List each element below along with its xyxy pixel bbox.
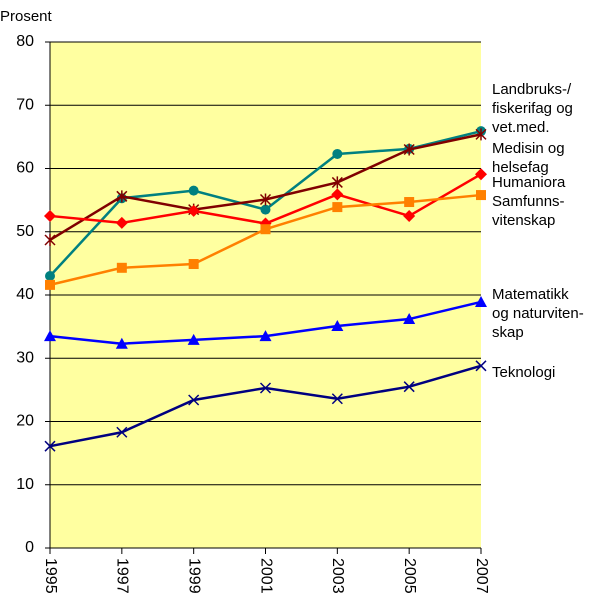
marker [116, 262, 127, 273]
legend-label: skap [492, 324, 524, 341]
marker [45, 279, 55, 290]
x-tick-label: 1997 [114, 558, 131, 594]
marker [44, 233, 56, 246]
marker [187, 204, 200, 217]
x-tick-label: 1995 [42, 558, 59, 594]
marker [188, 185, 199, 196]
legend-label: Landbruks-/ [492, 81, 572, 98]
marker [403, 209, 416, 222]
marker [260, 204, 271, 215]
y-tick-label: 70 [16, 96, 34, 113]
x-tick-label: 2005 [401, 558, 418, 594]
marker [259, 193, 272, 206]
y-tick-label: 20 [16, 413, 34, 430]
legend-label: Teknologi [492, 364, 555, 381]
legend-label: Medisin og [492, 140, 565, 157]
legend-label: Samfunns- [492, 193, 565, 210]
marker [188, 259, 199, 270]
legend-label: Humaniora [492, 174, 566, 191]
marker [475, 168, 487, 181]
legend-label: og naturviten- [492, 305, 584, 322]
marker [403, 313, 416, 325]
marker [115, 337, 128, 349]
y-tick-label: 80 [16, 33, 34, 50]
marker [259, 330, 272, 342]
legend-label: fiskerifag og [492, 100, 573, 117]
marker [403, 143, 415, 156]
legend-label: vitenskap [492, 212, 555, 229]
marker [475, 360, 487, 372]
marker [115, 216, 128, 229]
marker [259, 382, 272, 394]
marker [403, 381, 415, 393]
marker [331, 319, 344, 331]
marker [187, 333, 200, 345]
marker [332, 202, 343, 213]
y-tick-label: 60 [16, 160, 34, 177]
y-tick-label: 0 [25, 539, 34, 556]
marker [116, 190, 128, 203]
marker [44, 330, 56, 342]
marker [475, 128, 487, 141]
marker [45, 271, 55, 282]
marker [476, 190, 486, 201]
marker [188, 394, 200, 406]
legend-label: vet.med. [492, 119, 550, 136]
y-tick-label: 50 [16, 223, 34, 240]
marker [260, 224, 271, 235]
marker [116, 426, 128, 438]
legend-label: Matematikk [492, 286, 569, 303]
marker [44, 209, 56, 222]
y-tick-label: 10 [16, 476, 34, 493]
marker [331, 393, 343, 405]
legend-label: helsefag [492, 159, 549, 176]
marker [475, 295, 487, 307]
marker [332, 148, 343, 159]
marker [331, 176, 343, 189]
marker [404, 197, 415, 208]
x-tick-label: 1999 [185, 558, 202, 594]
x-tick-label: 2003 [329, 558, 346, 594]
x-tick-label: 2007 [473, 558, 490, 594]
y-axis-title: Prosent [0, 8, 53, 25]
y-tick-label: 40 [16, 286, 34, 303]
marker [44, 440, 56, 452]
y-tick-label: 30 [16, 349, 34, 366]
marker [331, 188, 344, 201]
x-tick-label: 2001 [257, 558, 274, 594]
